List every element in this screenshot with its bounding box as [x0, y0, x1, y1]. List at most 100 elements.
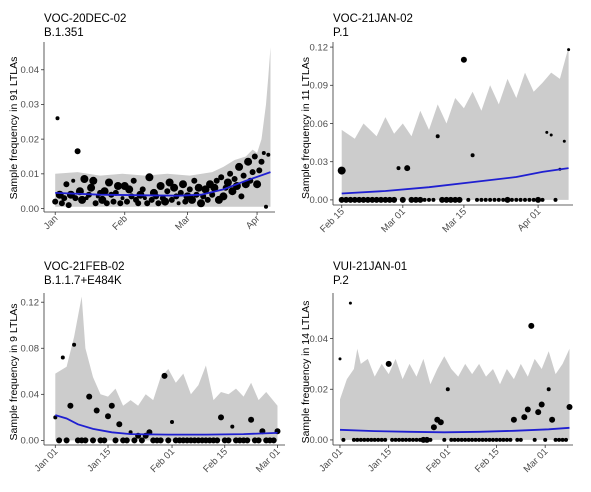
data-point	[256, 167, 263, 174]
data-point	[491, 437, 495, 442]
data-point	[138, 437, 145, 444]
data-point	[177, 189, 184, 196]
x-tick-label: Mar	[173, 213, 192, 232]
panel-4-y-label: Sample frequency in 14 LTLAs	[300, 301, 312, 444]
data-point	[414, 437, 419, 442]
data-point	[428, 437, 433, 442]
data-point	[567, 48, 571, 52]
data-point	[161, 372, 168, 379]
data-point	[244, 437, 251, 444]
data-point	[400, 437, 405, 442]
trend-line	[55, 414, 278, 436]
data-point	[417, 196, 424, 203]
data-point	[264, 204, 268, 209]
data-point	[546, 387, 551, 392]
y-tick-label: 0.04	[21, 390, 40, 401]
panel-3-title: VOC-21FEB-02	[44, 261, 125, 273]
panel-3-y-label: Sample frequency in 9 LTLAs	[8, 304, 20, 441]
x-tick-label: Feb	[110, 213, 129, 232]
panel-2-title: VOC-21JAN-02	[333, 13, 413, 25]
data-point	[90, 437, 96, 444]
data-point	[63, 437, 70, 444]
data-point	[61, 195, 68, 202]
data-point	[362, 437, 367, 442]
panel-4: VUI-21JAN-01 P.2 Sample frequency in 14 …	[300, 261, 573, 475]
y-tick-label: 0.12	[21, 298, 40, 309]
data-point	[72, 195, 79, 202]
data-point	[435, 134, 440, 139]
data-point	[80, 175, 89, 183]
data-point	[475, 197, 479, 202]
data-point	[566, 404, 573, 410]
data-point	[466, 197, 471, 202]
data-point	[261, 151, 266, 155]
data-point	[411, 437, 415, 442]
data-point	[452, 196, 459, 203]
data-point	[473, 437, 478, 442]
data-point	[214, 437, 221, 444]
data-point	[170, 420, 174, 424]
x-tick-label: Jan 01	[32, 446, 60, 474]
data-point	[560, 437, 565, 442]
data-point	[378, 196, 384, 203]
data-point	[508, 437, 513, 442]
data-point	[123, 437, 130, 444]
data-point	[449, 437, 454, 442]
data-point	[527, 197, 532, 202]
data-point	[393, 437, 398, 442]
data-point	[92, 200, 99, 207]
data-point	[139, 186, 146, 193]
y-tick-label: 0.00	[310, 195, 329, 206]
data-point	[87, 183, 96, 192]
data-point	[430, 424, 437, 431]
data-point	[456, 196, 463, 203]
data-point	[165, 178, 174, 187]
data-point	[385, 360, 392, 367]
data-point	[253, 180, 262, 189]
data-point	[356, 196, 363, 203]
data-point	[543, 437, 548, 442]
data-point	[460, 56, 467, 63]
data-point	[348, 301, 352, 305]
data-point	[338, 196, 345, 203]
data-point	[82, 437, 89, 444]
panel-3: VOC-21FEB-02 B.1.1.7+E484K Sample freque…	[8, 261, 285, 475]
data-point	[479, 197, 484, 202]
data-point	[351, 196, 358, 203]
panel-3-plot: 0.00 0.04 0.08 0.12 Jan 01 Jan 15 Feb 01 Feb 15…	[21, 293, 285, 475]
panel-2-subtitle: P.1	[333, 27, 349, 39]
y-tick-label: 0.12	[310, 42, 329, 53]
data-point	[535, 409, 542, 416]
data-point	[165, 437, 172, 444]
data-point	[439, 196, 446, 203]
data-point	[125, 185, 134, 194]
data-point	[355, 437, 360, 442]
data-point	[142, 196, 147, 201]
data-point	[248, 416, 255, 423]
data-point	[390, 437, 395, 442]
data-point	[488, 197, 493, 202]
y-tick-label: 0.03	[310, 157, 329, 168]
data-point	[89, 176, 98, 185]
x-tick-label: Jan 15	[85, 446, 113, 474]
data-point	[225, 437, 232, 444]
data-point	[101, 437, 108, 444]
data-point	[67, 402, 74, 409]
y-tick-label: 0.02	[21, 134, 40, 145]
data-point	[443, 196, 450, 203]
panel-2: VOC-21JAN-02 P.1 Sample frequency in 11 …	[300, 13, 573, 235]
data-point	[379, 437, 384, 442]
data-point	[228, 187, 237, 196]
data-point	[103, 200, 110, 207]
data-point	[210, 183, 219, 192]
data-point	[549, 416, 556, 423]
data-point	[518, 197, 523, 202]
x-tick-label: Mar 15	[440, 206, 469, 235]
data-point	[408, 196, 415, 203]
x-tick-label: Feb 15	[473, 446, 502, 475]
data-point	[78, 195, 87, 204]
data-point	[463, 437, 468, 442]
ribbon-band	[340, 348, 570, 440]
data-point	[501, 197, 506, 202]
data-point	[53, 415, 58, 420]
